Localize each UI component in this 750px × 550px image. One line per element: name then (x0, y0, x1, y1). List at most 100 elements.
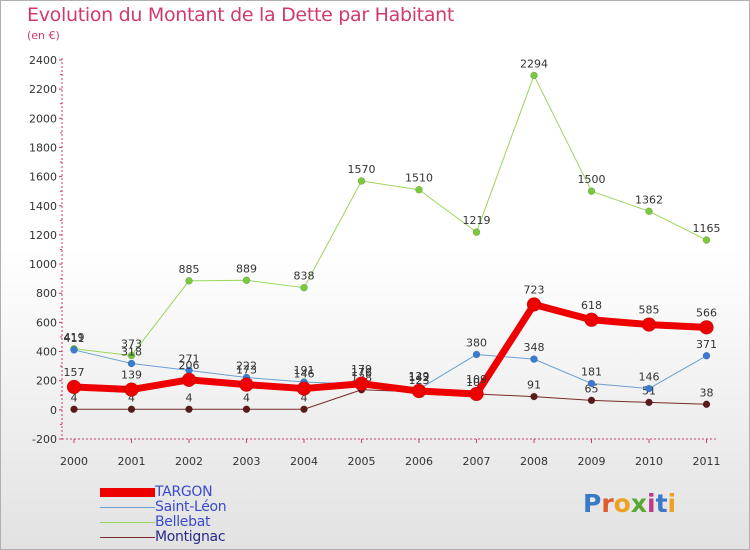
data-label: 318 (121, 345, 142, 358)
data-label: 271 (179, 352, 200, 365)
data-point (185, 405, 193, 414)
data-label: 371 (696, 338, 717, 351)
data-point (645, 207, 653, 216)
data-label: 146 (639, 371, 660, 384)
data-point (124, 382, 139, 397)
chart-title: Evolution du Montant de la Dette par Hab… (27, 4, 455, 26)
data-label: 1510 (405, 172, 433, 185)
data-label: 373 (121, 337, 142, 350)
data-label: 38 (700, 386, 714, 399)
data-point (127, 351, 136, 360)
data-point (699, 320, 714, 335)
legend-swatch (100, 537, 155, 538)
data-label: 157 (64, 366, 85, 379)
series-saint-l-on: 411 318 271 222 191 176 142 380 348 181 146 371 (64, 332, 717, 393)
proxiti-logo: Proxiti (583, 489, 676, 518)
chart-subtitle: (en €) (27, 29, 60, 42)
data-point (530, 71, 538, 80)
data-label: 191 (294, 364, 315, 377)
logo-letter: i (667, 489, 677, 518)
data-point (411, 383, 427, 399)
data-point (702, 236, 711, 244)
x-tick-label: 2007 (463, 455, 491, 468)
data-label: 889 (236, 262, 257, 275)
logo-letter: r (601, 489, 614, 518)
series-targon: 157 139 206 173 146 179 129 109 723 618 585 566 (64, 283, 717, 402)
data-point (645, 384, 653, 393)
data-label: 2294 (520, 57, 548, 70)
data-label: 1362 (635, 193, 663, 206)
x-tick-label: 2010 (635, 455, 663, 468)
logo-letter: o (613, 489, 631, 518)
data-point (530, 355, 538, 363)
x-tick-label: 2003 (233, 455, 261, 468)
legend-label: TARGON (155, 484, 213, 500)
legend-label: Bellebat (155, 514, 211, 530)
data-label: 838 (294, 270, 315, 283)
x-tick-label: 2004 (290, 455, 318, 468)
data-point (242, 405, 251, 414)
data-point (526, 297, 542, 312)
data-point (300, 283, 308, 292)
data-point (70, 405, 78, 414)
data-label: 222 (236, 359, 257, 372)
data-point (587, 187, 596, 195)
y-tick-label: 1200 (29, 229, 57, 242)
x-tick-label: 2011 (693, 455, 721, 468)
x-tick-label: 2009 (578, 455, 606, 468)
x-tick-label: 2001 (118, 455, 146, 468)
data-label: 109 (466, 373, 487, 386)
data-point (239, 377, 254, 392)
legend-swatch (100, 522, 155, 523)
y-tick-label: -200 (32, 433, 57, 446)
y-tick-label: 0 (50, 404, 57, 417)
data-label: 885 (179, 263, 200, 276)
data-label: 181 (581, 365, 602, 378)
data-label: 348 (524, 341, 545, 354)
data-point (530, 392, 538, 401)
data-label: 4 (301, 391, 308, 404)
data-label: 1570 (348, 163, 376, 176)
data-point (702, 352, 711, 360)
data-label: 206 (179, 359, 200, 372)
data-label: 380 (466, 336, 487, 349)
y-tick-label: 1400 (29, 200, 57, 213)
data-label: 4 (243, 391, 250, 404)
data-label: 179 (351, 363, 372, 376)
data-label: 139 (121, 369, 142, 382)
x-tick-label: 2005 (348, 455, 376, 468)
series-line (73, 389, 707, 410)
series-line (73, 74, 707, 356)
data-label: 146 (294, 368, 315, 381)
data-point (587, 379, 596, 388)
data-point (472, 228, 481, 236)
data-point (181, 372, 197, 388)
data-label: 723 (524, 283, 545, 296)
y-tick-label: 200 (36, 375, 57, 388)
y-tick-label: 1000 (29, 258, 57, 271)
data-label: 173 (236, 364, 257, 377)
data-point (127, 359, 136, 368)
data-label: 129 (409, 370, 430, 383)
data-point (641, 317, 657, 332)
x-tick-label: 2002 (175, 455, 203, 468)
legend-label: Saint-Léon (155, 499, 227, 515)
data-point (645, 398, 653, 407)
x-tick-label: 2006 (405, 455, 433, 468)
data-point (354, 376, 369, 392)
data-label: 1500 (578, 173, 606, 186)
y-tick-label: 2200 (29, 83, 57, 96)
data-label: 176 (351, 366, 372, 379)
y-tick-label: 400 (36, 346, 57, 359)
y-tick-label: 1600 (29, 171, 57, 184)
data-label: 411 (64, 332, 85, 345)
data-label: 142 (409, 371, 430, 384)
data-point (66, 379, 82, 395)
y-tick-label: 600 (36, 316, 57, 329)
y-tick-label: 2400 (29, 54, 57, 67)
data-point (185, 277, 193, 285)
series-bellebat: 419 373 885 889 838 1570 1510 1219 2294 1500 1362 1… (64, 57, 721, 360)
x-tick-label: 2000 (60, 455, 88, 468)
